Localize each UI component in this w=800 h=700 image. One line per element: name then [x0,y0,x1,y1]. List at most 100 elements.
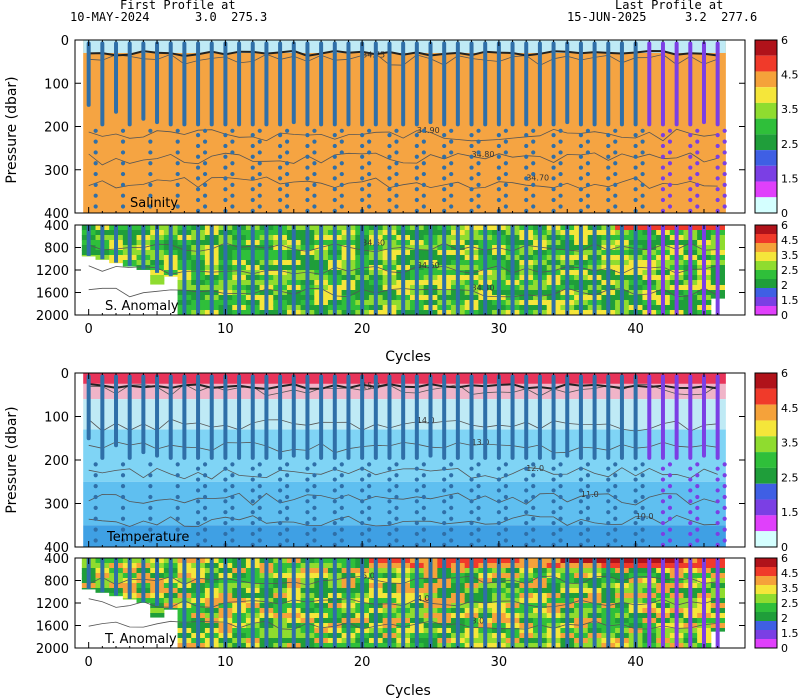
profile-dot [195,187,201,192]
profile-dot [285,171,290,177]
profile-dot [640,182,645,187]
profile-dot [120,538,126,543]
profile-dot [524,187,529,192]
profile-dot [524,133,529,138]
profile-dot [695,462,700,467]
y-tick-label: 200 [44,454,69,469]
profile-dot [688,466,693,471]
anomaly-cell [150,608,165,614]
colorbar-swatch [755,279,777,288]
profile-dot [278,197,283,203]
profile-dot [285,527,290,532]
profile-dot [660,488,666,493]
profile-dot [585,182,591,187]
profile-dot [175,204,180,209]
profile-dot [476,161,481,166]
temperature-band [83,481,726,526]
profile-dot [175,527,180,532]
profile-dot [387,466,392,471]
profile-dot [722,462,727,467]
profile-dot [421,182,426,187]
profile-dot [394,538,399,543]
x-tick-label: 0 [85,322,93,337]
colorbar-swatch [755,165,777,182]
profile-dot [339,484,344,489]
profile-dot [442,187,447,192]
y-tick-label: 1200 [36,597,69,612]
profile-dot [660,510,666,515]
profile-dot [148,150,153,155]
profile-dot [387,499,392,504]
profile-dot [715,197,720,203]
profile-dot [469,208,474,213]
profile-dot [339,527,344,532]
temperature-band [83,525,726,547]
colorbar-swatch [755,567,777,576]
profile-dot [93,204,98,209]
profile-dot [585,494,591,500]
profile-dot [667,527,673,532]
profile-dot [503,193,508,198]
profile-dot [688,133,693,138]
profile-dot [387,531,392,537]
profile-dot [195,133,201,138]
profile-dot [578,197,584,203]
profile-dot [585,484,591,489]
profile-dot [660,143,666,149]
profile-dot [195,197,201,203]
profile-dot [476,462,481,467]
profile-dot [476,473,481,478]
profile-dot [524,165,529,170]
colorbar-swatch [755,483,777,500]
profile-dot [148,516,153,521]
profile-dot [360,477,365,482]
profile-dot [312,484,317,489]
profile-dot [367,538,372,543]
profile-dot [278,143,283,149]
profile-dot [223,143,228,149]
profile-dot [633,510,638,515]
profile-dot [421,204,426,209]
profile-dot [339,171,344,177]
profile-dot [414,488,419,493]
colorbar-tick-label: 2.5 [781,597,799,610]
profile-dot [285,538,290,543]
profile-dot [524,477,529,482]
profile-dot [503,171,508,177]
profile-dot [476,204,481,209]
profile-dot [223,488,228,493]
profile-dot [503,527,508,532]
profile-dot [339,516,344,521]
profile-dot [257,182,262,187]
profile-dot [93,139,98,144]
profile-dot [667,171,673,177]
profile-dot [531,462,536,467]
profile-dot [531,494,536,500]
profile-dot [633,466,638,471]
profile-dot [613,505,618,510]
profile-dot [148,527,153,532]
profile-dot [722,484,727,489]
profile-dot [469,143,474,149]
profile-dot [195,165,201,170]
profile-dot [722,128,727,133]
profile-dot [195,499,201,504]
profile-dot [578,133,584,138]
profile-dot [278,531,283,537]
profile-dot [613,538,618,543]
profile-dot [578,499,584,504]
profile-dot [332,143,337,149]
profile-dot [449,462,454,467]
x-tick-label: 0 [85,655,93,670]
profile-dot [578,477,584,482]
profile-dot [360,176,365,181]
last-profile-date: 15-JUN-2025 [567,10,647,24]
profile-dot [640,161,645,166]
colorbar-tick-label: 3.5 [781,582,799,595]
profile-dot [120,462,126,467]
profile-dot [250,499,255,504]
profile-dot [633,176,638,181]
profile-dot [476,139,481,144]
profile-dot [223,520,228,526]
contour-label: 34.50 [417,261,440,270]
